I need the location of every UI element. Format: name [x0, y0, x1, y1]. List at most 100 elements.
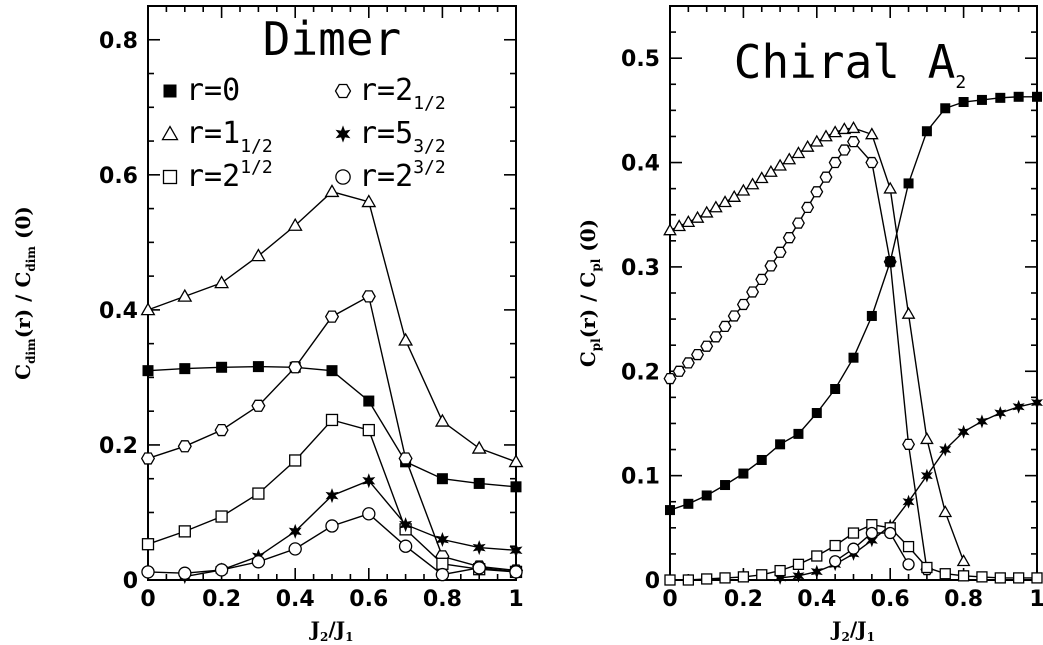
data-point [361, 194, 377, 208]
data-point [214, 423, 229, 437]
legend-label-base: r=0 [186, 73, 240, 108]
data-point [736, 183, 751, 196]
data-point [829, 539, 841, 552]
legend-marker [334, 83, 352, 99]
data-point [782, 152, 797, 165]
data-point [940, 103, 951, 114]
y-label-sub: pl [589, 338, 603, 351]
x-label-sub: 1 [867, 630, 875, 644]
data-point [902, 540, 915, 553]
legend-label: r=21/2 [186, 157, 273, 194]
x-tick-label: 1 [1029, 587, 1043, 612]
x-tick-label: 0.8 [944, 587, 983, 612]
data-point [773, 158, 787, 171]
legend-label-script: 1/2 [240, 157, 273, 178]
data-point [250, 248, 266, 262]
series-circle [829, 526, 915, 571]
data-point [903, 178, 914, 189]
data-point [664, 574, 676, 586]
data-point [325, 488, 339, 504]
data-point [363, 395, 375, 407]
data-point [920, 432, 934, 445]
data-point [177, 440, 192, 453]
legend-label-script: 3/2 [413, 136, 446, 157]
series-line [184, 479, 517, 578]
data-point [141, 538, 155, 551]
data-point [140, 302, 156, 316]
data-point [791, 146, 806, 159]
data-point [846, 136, 861, 148]
data-point [701, 490, 712, 501]
data-point [958, 97, 969, 108]
data-point [837, 122, 852, 135]
data-point [325, 413, 339, 427]
x-tick-label: 0.4 [797, 587, 836, 612]
data-point [362, 507, 376, 521]
data-point [681, 214, 696, 227]
data-point [737, 571, 750, 583]
data-point [288, 542, 302, 556]
data-point [1031, 572, 1043, 584]
data-point [727, 310, 741, 322]
data-point [957, 424, 970, 439]
data-point [177, 288, 193, 302]
data-point [287, 217, 303, 231]
y-tick-label: 0 [123, 569, 138, 594]
legend-label-base: r=5 [359, 116, 413, 151]
y-tick-label: 0.6 [99, 164, 138, 189]
data-point [902, 438, 916, 450]
chart-title: Chiral A2 [734, 35, 966, 93]
data-point [939, 442, 952, 457]
data-point [508, 454, 524, 468]
data-point [774, 564, 786, 577]
data-point [938, 505, 953, 518]
data-point [289, 454, 302, 467]
y-label-sub: dim [24, 338, 38, 364]
x-tick-label: 0.2 [724, 587, 763, 612]
y-tick-label: 0.3 [621, 256, 660, 281]
data-point [288, 523, 302, 539]
chart-title-sub: 2 [955, 72, 966, 93]
data-point [362, 423, 375, 437]
series-hexagon [140, 290, 524, 577]
data-point [811, 408, 822, 419]
data-point [398, 452, 413, 465]
data-point [921, 126, 932, 137]
data-point [720, 480, 731, 491]
data-point [179, 363, 191, 375]
data-point [718, 320, 732, 333]
data-point [736, 298, 750, 311]
data-point [672, 219, 687, 232]
data-point [865, 156, 879, 169]
plot-frame [669, 5, 1038, 581]
legend: r=0 r=21/2r=11/2 r=53/2r=21/2 r=23/2 [161, 73, 446, 194]
x-axis-label: J2/J1 [309, 617, 354, 644]
data-point [756, 454, 767, 465]
y-tick-label: 0.4 [99, 299, 138, 324]
data-point [700, 340, 714, 352]
data-point [473, 477, 485, 489]
data-point [140, 452, 156, 465]
data-point [847, 527, 860, 539]
data-point [801, 201, 815, 214]
series-filled-square [142, 361, 522, 493]
data-point [251, 399, 266, 412]
data-point [719, 572, 731, 584]
legend-item: r=0 [163, 73, 240, 108]
legend-label-script: 3/2 [413, 157, 446, 178]
data-point [178, 525, 191, 538]
y-tick-label: 0.8 [99, 29, 138, 54]
legend-item: r=21/2 [334, 73, 446, 114]
data-point [764, 260, 778, 272]
data-point [214, 563, 229, 577]
data-point [288, 361, 303, 374]
data-point [738, 468, 749, 479]
data-point [672, 365, 686, 377]
data-point [811, 550, 823, 562]
y-label-part: C [11, 364, 35, 380]
data-point [883, 181, 898, 194]
data-point [829, 555, 842, 568]
y-label-part: (0) [576, 219, 600, 259]
x-label-mid: /J [328, 617, 345, 641]
data-point [810, 564, 823, 579]
